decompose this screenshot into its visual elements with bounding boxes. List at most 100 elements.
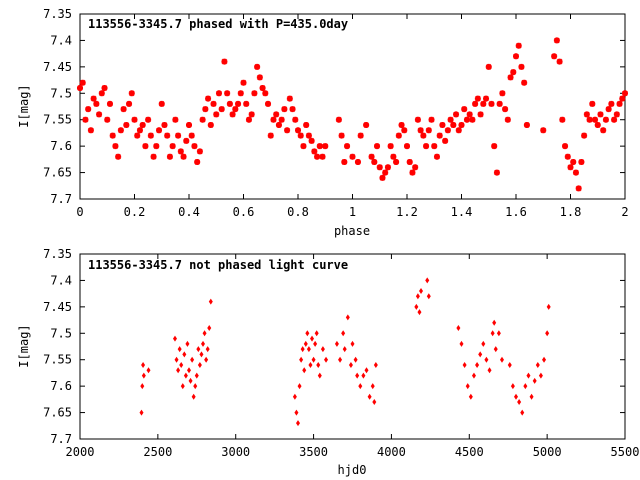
data-point <box>478 351 483 358</box>
data-point <box>245 116 252 123</box>
data-point <box>387 143 394 150</box>
data-point <box>153 143 160 150</box>
data-point <box>395 132 402 139</box>
data-point <box>370 383 375 390</box>
data-point <box>371 159 378 165</box>
data-point <box>535 362 540 368</box>
data-point <box>205 95 212 102</box>
data-point <box>335 116 342 123</box>
data-point <box>281 106 288 113</box>
data-point <box>299 356 304 363</box>
data-point <box>453 111 460 118</box>
data-point <box>507 362 512 368</box>
data-point <box>426 293 431 300</box>
data-point <box>207 122 214 128</box>
data-point <box>248 111 255 118</box>
x-tick-label: 1.4 <box>451 205 473 219</box>
data-point <box>597 111 604 118</box>
data-point <box>98 90 105 97</box>
data-point <box>404 143 410 150</box>
data-point <box>616 100 623 107</box>
data-point <box>77 85 83 91</box>
data-point <box>510 69 517 76</box>
y-tick-label: 7.7 <box>50 432 72 446</box>
data-point <box>611 116 618 123</box>
data-point <box>406 159 413 165</box>
data-point <box>553 37 560 44</box>
data-point <box>139 122 146 128</box>
data-point <box>376 164 383 171</box>
data-point <box>320 346 325 353</box>
data-point <box>456 325 461 331</box>
data-point <box>613 111 620 118</box>
data-point <box>314 153 321 160</box>
y-axis-ticks: 7.35 7.4 7.45 7.5 7.55 7.6 7.65 7.7 <box>43 247 625 446</box>
data-point <box>251 90 258 97</box>
data-point <box>357 132 364 139</box>
data-point <box>259 85 266 91</box>
y-tick-label: 7.35 <box>43 247 72 261</box>
data-point <box>303 340 308 347</box>
data-point <box>267 132 274 139</box>
data-point <box>79 79 86 86</box>
data-point <box>289 106 296 113</box>
data-point <box>458 122 465 128</box>
data-point <box>191 393 196 400</box>
y-tick-label: 7.5 <box>50 326 72 340</box>
data-point <box>166 153 173 160</box>
data-point <box>412 164 419 171</box>
data-point <box>425 127 432 134</box>
x-axis-ticks: 0 0.2 0.4 0.6 0.8 1 1.2 1.4 1.6 1.8 2 <box>76 14 629 219</box>
data-point <box>344 143 351 150</box>
data-point <box>286 95 293 102</box>
data-point <box>363 122 370 128</box>
data-point <box>207 325 212 331</box>
data-point <box>485 63 492 70</box>
data-point <box>172 335 177 342</box>
data-point <box>145 116 152 123</box>
data-point <box>514 393 518 400</box>
data-point <box>439 122 446 128</box>
x-tick-label: 2000 <box>66 445 95 459</box>
data-point <box>372 399 377 405</box>
data-point <box>341 159 348 165</box>
data-point <box>358 383 363 390</box>
x-tick-label: 4500 <box>455 445 484 459</box>
data-point <box>581 132 588 139</box>
data-point <box>468 393 473 400</box>
data-point <box>106 100 113 107</box>
data-point <box>194 372 199 379</box>
data-point <box>334 340 339 347</box>
data-point <box>349 153 356 160</box>
data-point <box>314 330 319 337</box>
data-point <box>605 106 612 113</box>
data-point <box>594 122 601 128</box>
data-point <box>311 148 318 155</box>
data-point <box>126 100 133 107</box>
data-point <box>199 116 206 123</box>
data-point <box>120 106 127 113</box>
data-point <box>559 116 566 123</box>
data-point <box>93 100 100 107</box>
data-point <box>141 362 146 368</box>
data-point <box>556 58 563 65</box>
x-tick-label: 1 <box>349 205 356 219</box>
x-tick-label: 2500 <box>143 445 172 459</box>
data-point <box>433 153 440 160</box>
data-point <box>518 63 525 70</box>
data-point <box>496 100 503 107</box>
data-point <box>317 372 322 379</box>
data-point <box>136 127 143 134</box>
data-point <box>146 367 151 374</box>
x-tick-label: 3000 <box>221 445 250 459</box>
data-point <box>622 90 628 97</box>
data-point <box>398 122 405 128</box>
x-tick-label: 0.4 <box>178 205 200 219</box>
data-point <box>567 164 574 171</box>
data-point <box>350 340 355 347</box>
data-point <box>409 169 416 176</box>
data-point <box>373 362 378 368</box>
data-point <box>589 100 596 107</box>
data-point <box>305 330 310 337</box>
